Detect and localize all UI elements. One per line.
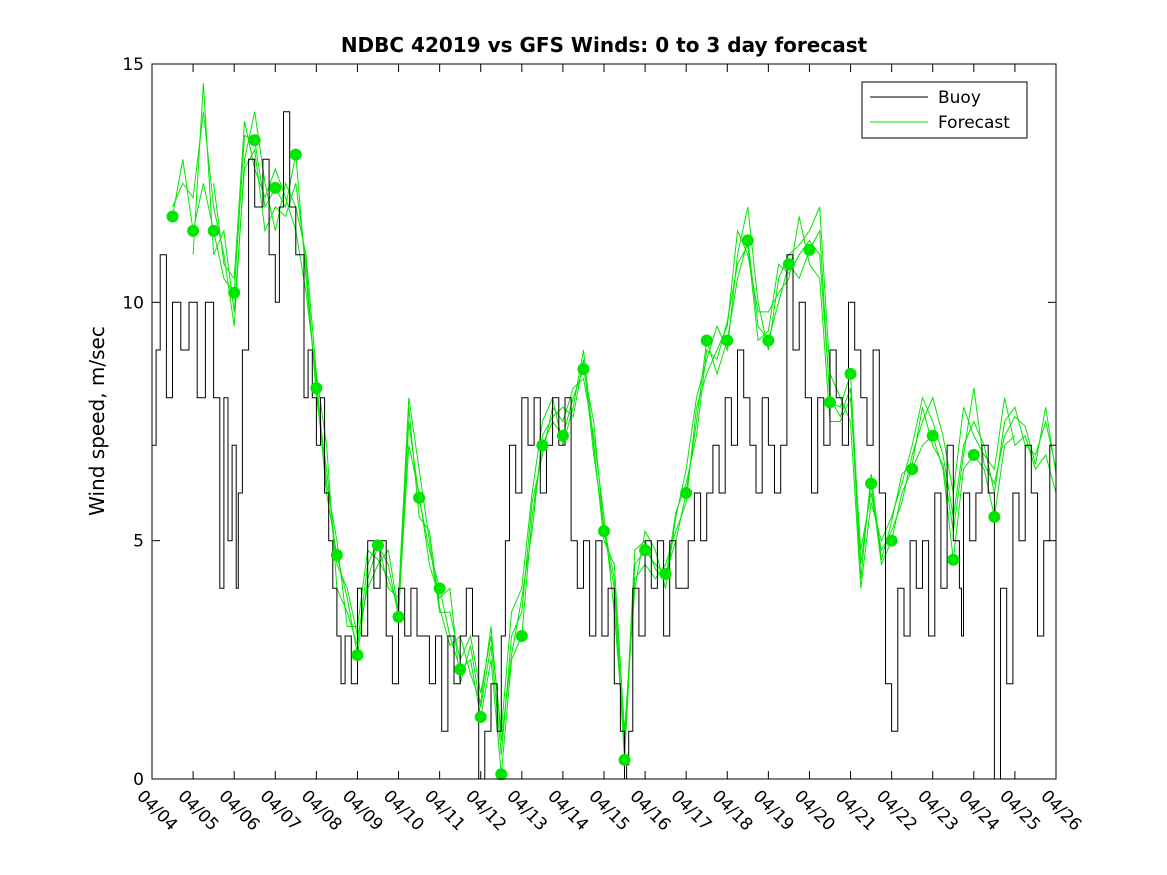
forecast-marker [269,181,282,194]
forecast-marker [474,711,487,724]
x-tick-label: 04/09 [338,786,387,835]
x-tick-labels: 04/0404/0504/0604/0704/0804/0904/1004/11… [132,786,1085,835]
forecast-marker [741,234,754,247]
x-tick-label: 04/06 [215,786,264,835]
x-tick-label: 04/25 [995,786,1044,835]
y-tick-label: 10 [122,293,144,313]
forecast-marker [413,491,426,504]
forecast-marker [824,396,836,409]
y-tick-label: 5 [133,532,144,552]
forecast-marker [289,148,302,161]
x-tick-label: 04/12 [461,786,510,835]
forecast-marker [248,134,261,147]
chart-title: NDBC 42019 vs GFS Winds: 0 to 3 day fore… [341,33,868,57]
forecast-marker [598,525,610,538]
x-tick-label: 04/16 [626,786,675,835]
forecast-marker [495,768,508,781]
y-axis-label: Wind speed, m/sec [85,326,109,516]
x-tick-label: 04/11 [420,786,469,835]
legend-buoy-label: Buoy [938,88,981,108]
y-tick-label: 15 [122,55,144,75]
forecast-markers-group [166,134,1001,781]
forecast-marker [844,367,857,380]
forecast-marker [166,210,179,223]
plot-background [152,64,1056,779]
forecast-marker [967,448,980,461]
x-tick-label: 04/23 [913,786,962,835]
forecast-marker [947,553,960,566]
x-tick-label: 04/07 [256,786,305,835]
buoy-series-group [152,111,1057,780]
legend: Buoy Forecast [861,81,1028,139]
forecast-marker [721,334,734,347]
forecast-marker [782,258,795,271]
forecast-line-4 [213,121,1057,751]
forecast-line-2 [172,111,1057,732]
x-tick-label: 04/10 [379,786,428,835]
forecast-marker [207,224,220,237]
x-tick-label: 04/05 [174,786,223,835]
forecast-marker [351,649,364,662]
legend-box [861,81,1028,139]
forecast-marker [865,477,878,490]
x-tick-label: 04/08 [297,786,346,835]
x-tick-label: 04/13 [502,786,551,835]
forecast-marker [515,630,528,642]
forecast-marker [392,610,405,623]
forecast-marker [187,224,200,237]
x-tick-label: 04/24 [954,786,1003,835]
forecast-marker [762,334,775,347]
x-tick-label: 04/15 [584,786,633,835]
forecast-marker [228,286,241,299]
x-tick-label: 04/18 [708,786,757,835]
forecast-marker [988,510,1001,523]
forecast-marker [618,753,631,766]
plot-frame [151,63,1057,780]
forecast-marker [639,544,652,557]
forecast-marker [803,243,816,256]
x-tick-label: 04/22 [872,786,921,835]
forecast-marker [680,487,693,499]
forecast-marker [433,582,446,595]
forecast-marker [659,568,672,581]
x-tick-label: 04/20 [790,786,839,835]
forecast-marker [372,539,384,552]
forecast-marker [454,663,467,676]
forecast-marker [926,429,939,442]
forecast-marker [556,429,569,442]
x-tick-label: 04/19 [749,786,798,835]
legend-forecast-label: Forecast [938,113,1010,133]
forecast-marker [330,548,343,561]
x-tick-label: 04/26 [1036,786,1085,835]
forecast-marker [310,382,323,395]
forecast-marker [577,363,590,376]
x-tick-label: 04/04 [132,786,181,835]
y-tick-labels: 0 5 10 15 [122,55,144,790]
x-tick-label: 04/17 [667,786,716,835]
forecast-marker [885,534,898,547]
forecast-marker [536,439,549,452]
x-tick-label: 04/21 [831,786,880,835]
y-tick-label: 0 [133,770,144,790]
buoy-line [152,111,1057,780]
forecast-marker [700,334,713,347]
x-tick-label: 04/14 [543,786,592,835]
forecast-marker [906,463,919,476]
